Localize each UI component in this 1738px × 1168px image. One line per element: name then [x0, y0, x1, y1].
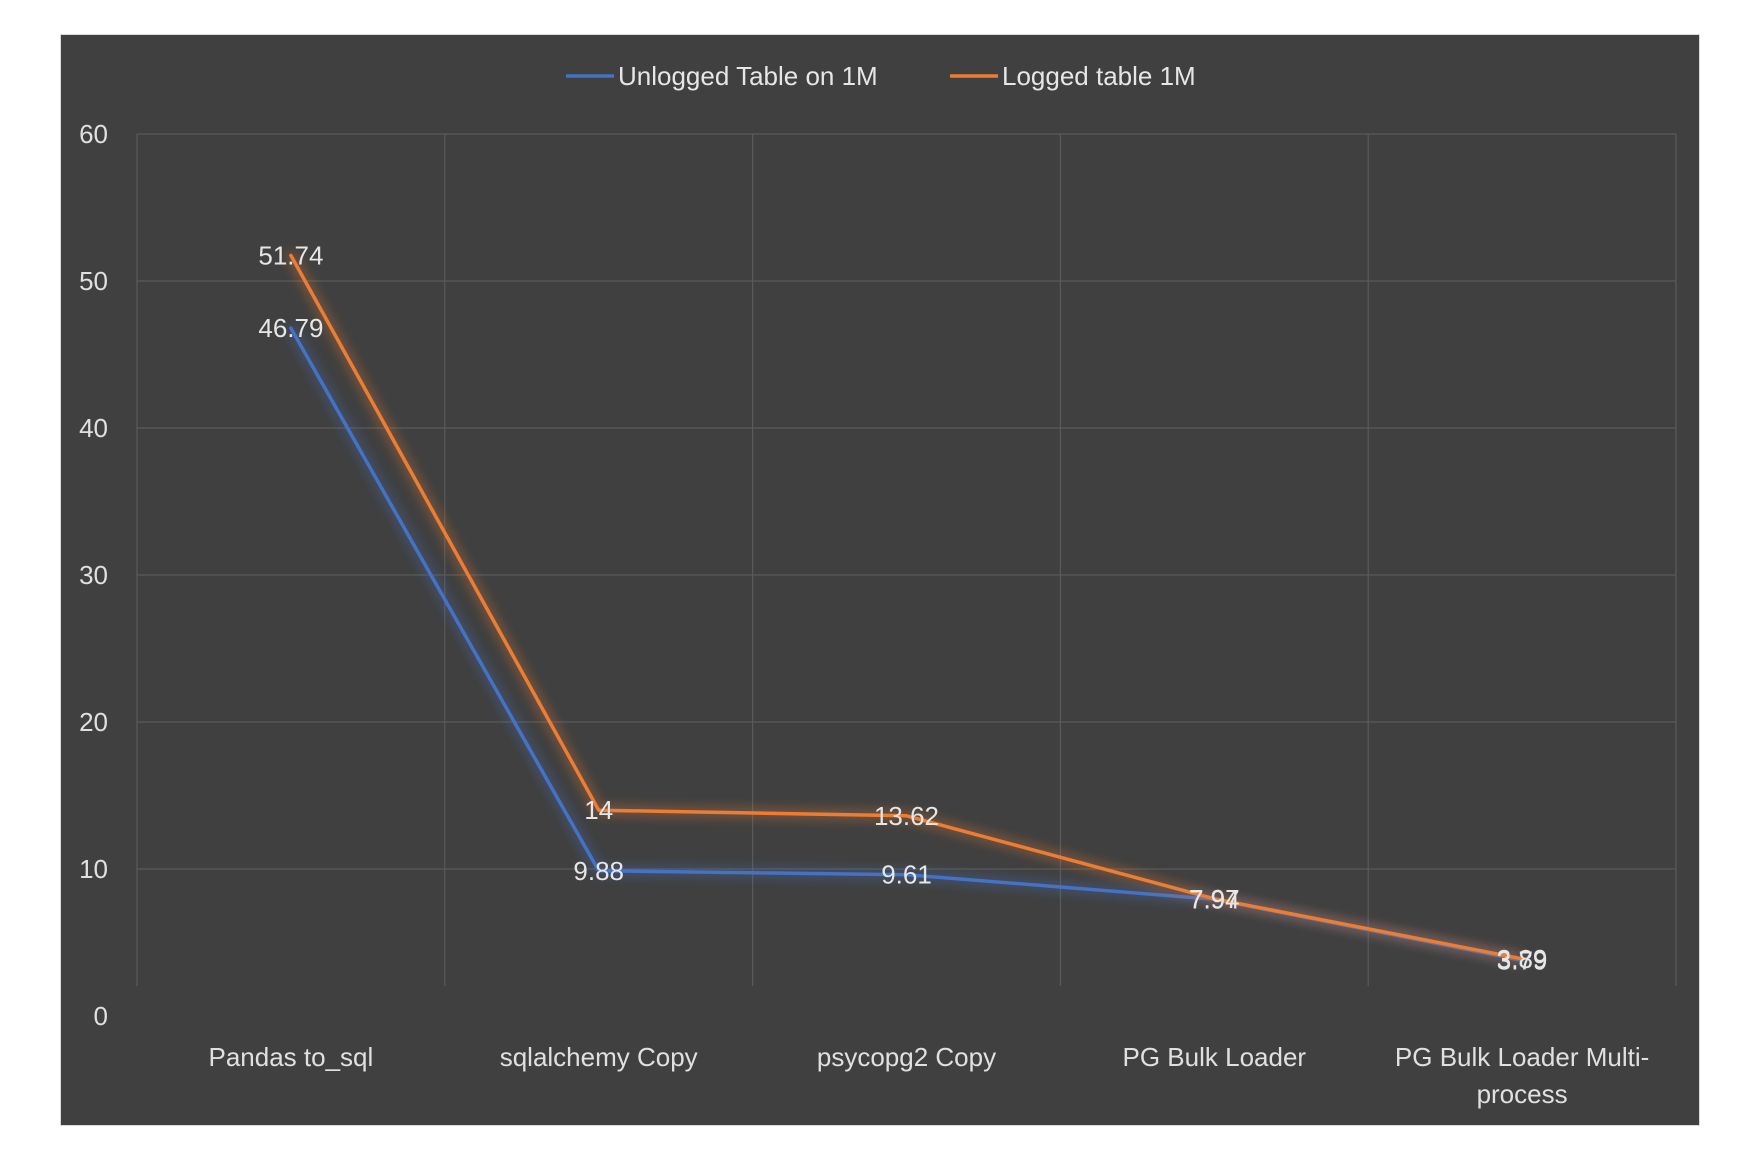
y-tick-label: 40 — [79, 413, 108, 443]
x-tick-label: PG Bulk Loader — [1123, 1042, 1307, 1072]
y-tick-label: 0 — [94, 1001, 108, 1031]
data-label: 7.97 — [1189, 884, 1240, 914]
legend: Unlogged Table on 1M Logged table 1M — [566, 61, 1196, 91]
y-axis-ticks: 0 10 20 30 40 50 60 — [79, 119, 108, 1031]
data-label: 3.89 — [1497, 944, 1548, 974]
data-label: 3.79 — [1497, 945, 1548, 975]
y-tick-label: 50 — [79, 266, 108, 296]
legend-label: Logged table 1M — [1002, 61, 1196, 91]
y-tick-label: 60 — [79, 119, 108, 149]
data-label: 9.61 — [881, 860, 932, 890]
y-tick-label: 20 — [79, 707, 108, 737]
series-line-2 — [289, 253, 1524, 961]
y-tick-label: 30 — [79, 560, 108, 590]
gridlines — [136, 133, 1677, 986]
chart-frame — [60, 34, 1700, 1126]
data-label: 7.94 — [1189, 884, 1240, 914]
x-tick-label: psycopg2 Copy — [817, 1042, 996, 1072]
x-tick-label: Pandas to_sql — [209, 1042, 374, 1072]
data-labels: 46.79 9.88 9.61 7.94 3.79 51.74 14 13.62 7.97 3.8… — [258, 240, 1547, 975]
legend-label: Unlogged Table on 1M — [618, 61, 878, 91]
x-tick-label: sqlalchemy Copy — [500, 1042, 698, 1072]
x-tick-label: PG Bulk Loader Multi-process — [1395, 1042, 1649, 1109]
data-label: 46.79 — [258, 313, 323, 343]
series-lines — [289, 253, 1524, 963]
data-label: 9.88 — [573, 856, 624, 886]
data-label: 14 — [584, 795, 613, 825]
data-label: 13.62 — [874, 801, 939, 831]
data-label: 51.74 — [258, 240, 323, 270]
x-axis-ticks: Pandas to_sql sqlalchemy Copy psycopg2 Cop… — [209, 1042, 1650, 1109]
y-tick-label: 10 — [79, 854, 108, 884]
